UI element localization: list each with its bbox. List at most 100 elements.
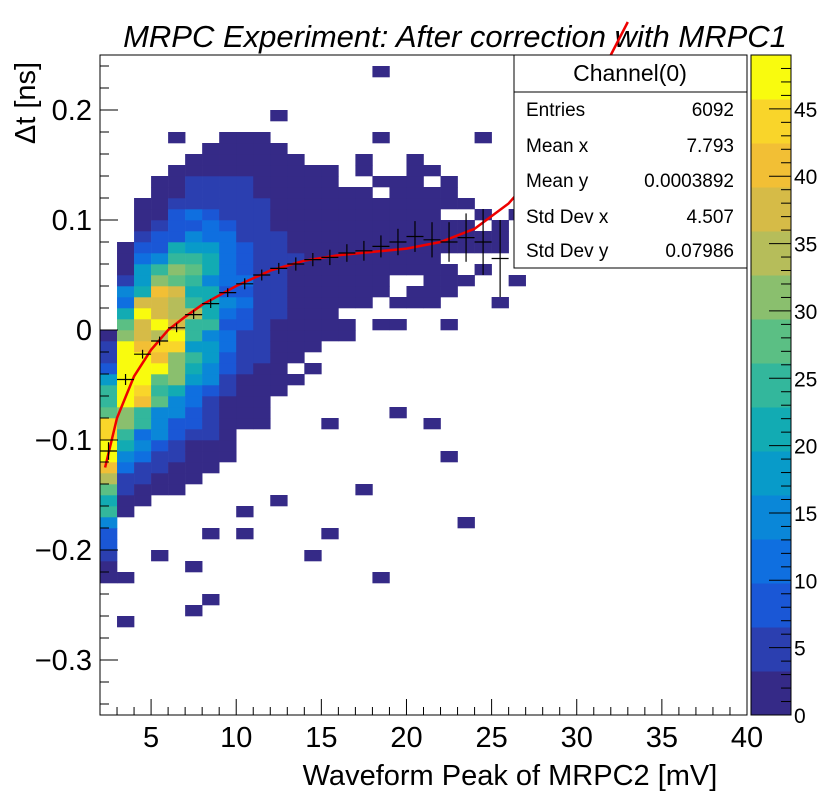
heatmap-cell (440, 198, 458, 210)
heatmap-cell (219, 132, 237, 144)
heatmap-cell (270, 330, 288, 342)
heatmap-cell (151, 242, 169, 254)
heatmap-cell (304, 242, 322, 254)
heatmap-cell (270, 495, 288, 507)
heatmap-cell (185, 198, 203, 210)
y-tick-label: 0 (76, 315, 92, 347)
heatmap-cell (100, 528, 118, 540)
heatmap-cell (168, 242, 186, 254)
heatmap-cell (372, 132, 390, 144)
heatmap-cell (287, 341, 305, 353)
heatmap-cell (151, 275, 169, 287)
heatmap-cell (202, 308, 220, 320)
colorbar-swatch (751, 143, 791, 188)
heatmap-cell (151, 462, 169, 474)
heatmap-cell (270, 220, 288, 232)
heatmap-cell (134, 473, 152, 485)
x-axis-label: Waveform Peak of MRPC2 [mV] (303, 760, 718, 792)
heatmap-cell (168, 473, 186, 485)
heatmap-cell (185, 451, 203, 463)
heatmap-cell (202, 528, 220, 540)
y-tick-label: −0.1 (35, 425, 92, 457)
heatmap-cell (270, 275, 288, 287)
heatmap-cell (219, 396, 237, 408)
heatmap-cell (168, 341, 186, 353)
heatmap-cell (117, 616, 135, 628)
heatmap-cell (202, 363, 220, 375)
heatmap-cell (338, 319, 356, 331)
heatmap-cell (219, 231, 237, 243)
heatmap-cell (270, 242, 288, 254)
heatmap-cell (423, 297, 441, 309)
heatmap-cell (253, 396, 271, 408)
heatmap-cell (168, 198, 186, 210)
heatmap-cell (355, 286, 373, 298)
heatmap-cell (219, 352, 237, 364)
heatmap-cell (321, 176, 339, 188)
heatmap-cell (355, 198, 373, 210)
colorbar-swatch (751, 407, 791, 452)
heatmap-cell (270, 319, 288, 331)
heatmap-cell (185, 385, 203, 397)
heatmap-cell (338, 209, 356, 221)
heatmap-cell (185, 407, 203, 419)
heatmap-cell (202, 418, 220, 430)
heatmap-cell (168, 440, 186, 452)
stats-label: Std Dev y (526, 241, 609, 262)
heatmap-cell (304, 165, 322, 177)
heatmap-cell (185, 231, 203, 243)
colorbar-swatch (751, 495, 791, 540)
colorbar-swatch (751, 451, 791, 496)
heatmap-cell (100, 484, 118, 496)
heatmap-cell (355, 275, 373, 287)
heatmap-cell (406, 154, 424, 166)
heatmap-cell (287, 154, 305, 166)
heatmap-cell (168, 132, 186, 144)
heatmap-cell (100, 363, 118, 375)
heatmap-cell (236, 407, 254, 419)
heatmap-cell (389, 297, 407, 309)
heatmap-cell (321, 209, 339, 221)
heatmap-cell (117, 352, 135, 364)
heatmap-cell (151, 484, 169, 496)
heatmap-cell (287, 308, 305, 320)
heatmap-cell (270, 187, 288, 199)
heatmap-cell (219, 429, 237, 441)
heatmap-cell (185, 220, 203, 232)
heatmap-cell (253, 308, 271, 320)
heatmap-cell (168, 330, 186, 342)
heatmap-cell (236, 165, 254, 177)
heatmap-cell (253, 231, 271, 243)
heatmap-cell (423, 187, 441, 199)
heatmap-cell (287, 220, 305, 232)
heatmap-cell (168, 451, 186, 463)
heatmap-cell (253, 297, 271, 309)
heatmap-cell (236, 297, 254, 309)
heatmap-cell (219, 143, 237, 155)
heatmap-cell (219, 198, 237, 210)
heatmap-cell (202, 407, 220, 419)
heatmap-cell (117, 253, 135, 265)
heatmap-cell (202, 341, 220, 353)
heatmap-cell (185, 286, 203, 298)
colorbar-tick-label: 0 (794, 705, 806, 728)
heatmap-cell (440, 176, 458, 188)
x-tick-label: 10 (220, 722, 252, 754)
heatmap-cell (151, 187, 169, 199)
heatmap-cell (270, 253, 288, 265)
heatmap-cell (236, 319, 254, 331)
heatmap-cell (185, 429, 203, 441)
heatmap-cell (117, 308, 135, 320)
heatmap-cell (355, 187, 373, 199)
heatmap-cell (168, 352, 186, 364)
heatmap-cell (117, 418, 135, 430)
heatmap-cell (389, 176, 407, 188)
heatmap-cell (253, 165, 271, 177)
heatmap-cell (151, 374, 169, 386)
heatmap-cell (304, 308, 322, 320)
heatmap-cell (168, 165, 186, 177)
heatmap-cell (219, 165, 237, 177)
heatmap-cell (219, 308, 237, 320)
heatmap-cell (151, 440, 169, 452)
heatmap-cell (236, 154, 254, 166)
